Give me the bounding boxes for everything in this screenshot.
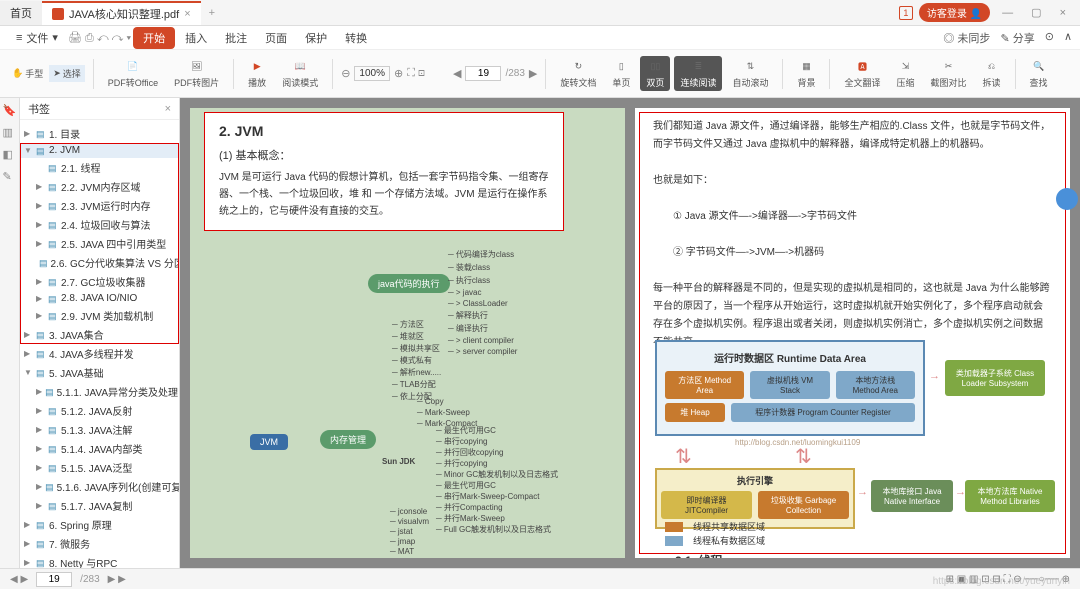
- sidebar-close-icon[interactable]: ×: [165, 103, 171, 115]
- left-toolstrip: 🔖 ▥ ◧ ✎: [0, 98, 20, 568]
- float-action-button[interactable]: [1056, 188, 1078, 210]
- readmode-button[interactable]: 📖阅读模式: [276, 56, 324, 91]
- pdf2office-button[interactable]: 📄PDF转Office: [102, 56, 164, 91]
- single-page-button[interactable]: ▯单页: [606, 56, 636, 91]
- bookmark-item[interactable]: ▶▤6. Spring 原理: [20, 515, 179, 534]
- menu-page[interactable]: 页面: [257, 27, 295, 49]
- bookmarks-sidebar: 书签 × ▶▤1. 目录▼▤2. JVM▤2.1. 线程▶▤2.2. JVM内存…: [20, 98, 180, 568]
- rotate-button[interactable]: ↻旋转文档: [554, 56, 602, 91]
- runtime-data-area-diagram: 运行时数据区 Runtime Data Area 方法区 Method Area…: [655, 340, 925, 436]
- menu-bar: ≡ 文件 ▾ 🖨 ⎙ ↶ ↷ ▾ 开始 插入 批注 页面 保护 转换 ◎ 未同步…: [0, 26, 1080, 50]
- bookmark-item[interactable]: ▶▤5.1.6. JAVA序列化(创建可复用的Java对象): [20, 477, 179, 496]
- status-page-input[interactable]: [36, 572, 72, 587]
- menu-convert[interactable]: 转换: [337, 27, 375, 49]
- pdf2img-button[interactable]: 🖼PDF转图片: [168, 56, 225, 91]
- zoom-select[interactable]: 100%: [354, 66, 390, 81]
- bookmark-item[interactable]: ▼▤5. JAVA基础: [20, 363, 179, 382]
- hand-tool[interactable]: ✋ 手型: [8, 65, 47, 82]
- login-button[interactable]: 访客登录 👤: [919, 3, 990, 22]
- menu-more[interactable]: ⊙: [1045, 30, 1054, 46]
- menu-insert[interactable]: 插入: [177, 27, 215, 49]
- sidebar-title: 书签: [28, 101, 50, 117]
- page-input[interactable]: [465, 66, 501, 81]
- bookmark-item[interactable]: ▶▤2.4. 垃圾回收与算法: [20, 215, 179, 234]
- bookmark-item[interactable]: ▶▤2.9. JVM 类加载机制: [20, 306, 179, 325]
- bookmark-item[interactable]: ▶▤7. 微服务: [20, 534, 179, 553]
- main-area: 🔖 ▥ ◧ ✎ 书签 × ▶▤1. 目录▼▤2. JVM▤2.1. 线程▶▤2.…: [0, 98, 1080, 568]
- section-sub: (1) 基本概念：: [219, 147, 549, 163]
- pdf-icon: [52, 8, 64, 20]
- split-button[interactable]: ⎌拆读: [977, 56, 1007, 91]
- mm-branch2: 内存管理: [320, 430, 376, 449]
- p2-also: 也就是如下：: [653, 172, 1052, 190]
- menu-collapse[interactable]: ∧: [1064, 30, 1072, 46]
- minimize-button[interactable]: —: [996, 7, 1019, 19]
- p2-intro: 我们都知道 Java 源文件，通过编译器，能够生产相应的.Class 文件，也就…: [653, 118, 1052, 154]
- tab-active[interactable]: JAVA核心知识整理.pdf ×: [42, 1, 201, 25]
- page-left: 2. JVM (1) 基本概念： JVM 是可运行 Java 代码的假想计算机，…: [190, 108, 625, 558]
- page-total: /283: [505, 68, 524, 79]
- mm-sunjdk: Sun JDK: [380, 456, 417, 467]
- bookmark-item[interactable]: ▶▤4. JAVA多线程并发: [20, 344, 179, 363]
- bookmark-item[interactable]: ▤2.6. GC分代收集算法 VS 分区收集算法: [20, 253, 179, 272]
- bookmark-item[interactable]: ▶▤5.1.2. JAVA反射: [20, 401, 179, 420]
- bookmark-item[interactable]: ▶▤2.7. GC垃圾收集器: [20, 272, 179, 291]
- translate-button[interactable]: 🅰全文翻译: [838, 56, 886, 91]
- continuous-button[interactable]: ≣连续阅读: [674, 56, 722, 91]
- bookmark-item[interactable]: ▶▤1. 目录: [20, 124, 179, 143]
- bookmark-item[interactable]: ▶▤8. Netty 与RPC: [20, 553, 179, 568]
- find-button[interactable]: 🔍查找: [1024, 56, 1054, 91]
- share-button[interactable]: ✎ 分享: [1000, 30, 1034, 46]
- mm-branch1: java代码的执行: [368, 274, 450, 293]
- autoscroll-button[interactable]: ⇅自动滚动: [726, 56, 774, 91]
- select-tool[interactable]: ➤ 选择: [49, 65, 85, 82]
- document-viewport[interactable]: 2. JVM (1) 基本概念： JVM 是可运行 Java 代码的假想计算机，…: [180, 98, 1080, 568]
- tab-home[interactable]: 首页: [0, 1, 42, 25]
- compress-button[interactable]: ⇲压缩: [891, 56, 921, 91]
- strip-icon-2[interactable]: ▥: [3, 126, 17, 140]
- maximize-button[interactable]: ▢: [1025, 6, 1047, 19]
- mm-root: JVM: [250, 434, 288, 450]
- background-button[interactable]: ▦背景: [791, 56, 821, 91]
- p2-step1: ① Java 源文件—->编译器—->字节码文件: [653, 208, 1052, 226]
- bookmark-item[interactable]: ▶▤5.1.5. JAVA泛型: [20, 458, 179, 477]
- bookmark-item[interactable]: ▶▤5.1.7. JAVA复制: [20, 496, 179, 515]
- play-button[interactable]: ▶播放: [242, 56, 272, 91]
- menu-annotate[interactable]: 批注: [217, 27, 255, 49]
- status-bar: ◀ ▶ /283 ▶ ▶ ⊞ ▣ ▥ ⊡ ⊟ ⛶ ⊖ ──○── ⊕: [0, 568, 1080, 589]
- notification-badge[interactable]: 1: [899, 6, 913, 20]
- bookmark-strip-icon[interactable]: 🔖: [3, 104, 17, 118]
- section-21: 2.1. 线程: [675, 552, 722, 558]
- bookmark-item[interactable]: ▤2.1. 线程: [20, 158, 179, 177]
- p2-step2: ② 字节码文件—->JVM—->机器码: [653, 244, 1052, 262]
- bookmark-item[interactable]: ▶▤3. JAVA集合: [20, 325, 179, 344]
- bookmark-item[interactable]: ▶▤5.1.4. JAVA内部类: [20, 439, 179, 458]
- bookmark-item[interactable]: ▶▤2.3. JVM运行时内存: [20, 196, 179, 215]
- menu-protect[interactable]: 保护: [297, 27, 335, 49]
- tab-bar: 首页 JAVA核心知识整理.pdf × + 1 访客登录 👤 — ▢ ×: [0, 0, 1080, 26]
- strip-icon-3[interactable]: ◧: [3, 148, 17, 162]
- bookmark-item[interactable]: ▶▤5.1.3. JAVA注解: [20, 420, 179, 439]
- menu-begin[interactable]: 开始: [133, 27, 175, 49]
- watermark: https://blog.csdn.net/yueyunyin: [933, 576, 1070, 587]
- close-button[interactable]: ×: [1054, 7, 1072, 19]
- section-title: 2. JVM: [219, 123, 549, 139]
- section-text: JVM 是可运行 Java 代码的假想计算机，包括一套字节码指令集、一组寄存器、…: [219, 169, 549, 220]
- page-right: 我们都知道 Java 源文件，通过编译器，能够生产相应的.Class 文件，也就…: [635, 108, 1070, 558]
- bookmark-tree[interactable]: ▶▤1. 目录▼▤2. JVM▤2.1. 线程▶▤2.2. JVM内存区域▶▤2…: [20, 120, 179, 568]
- toolbar: ✋ 手型 ➤ 选择 📄PDF转Office 🖼PDF转图片 ▶播放 📖阅读模式 …: [0, 50, 1080, 98]
- bookmark-item[interactable]: ▶▤2.5. JAVA 四中引用类型: [20, 234, 179, 253]
- bookmark-item[interactable]: ▼▤2. JVM: [20, 143, 179, 158]
- tab-title: JAVA核心知识整理.pdf: [69, 6, 179, 22]
- menu-file[interactable]: ≡ 文件 ▾: [8, 27, 66, 49]
- tab-close-icon[interactable]: ×: [184, 8, 190, 20]
- bookmark-item[interactable]: ▶▤2.8. JAVA IO/NIO: [20, 291, 179, 306]
- sync-status[interactable]: ◎ 未同步: [943, 30, 990, 46]
- tab-add-button[interactable]: +: [201, 7, 223, 19]
- strip-icon-4[interactable]: ✎: [3, 170, 17, 184]
- crop-button[interactable]: ✂截图对比: [925, 56, 973, 91]
- double-page-button[interactable]: ▯▯双页: [640, 56, 670, 91]
- bookmark-item[interactable]: ▶▤5.1.1. JAVA异常分类及处理: [20, 382, 179, 401]
- bookmark-item[interactable]: ▶▤2.2. JVM内存区域: [20, 177, 179, 196]
